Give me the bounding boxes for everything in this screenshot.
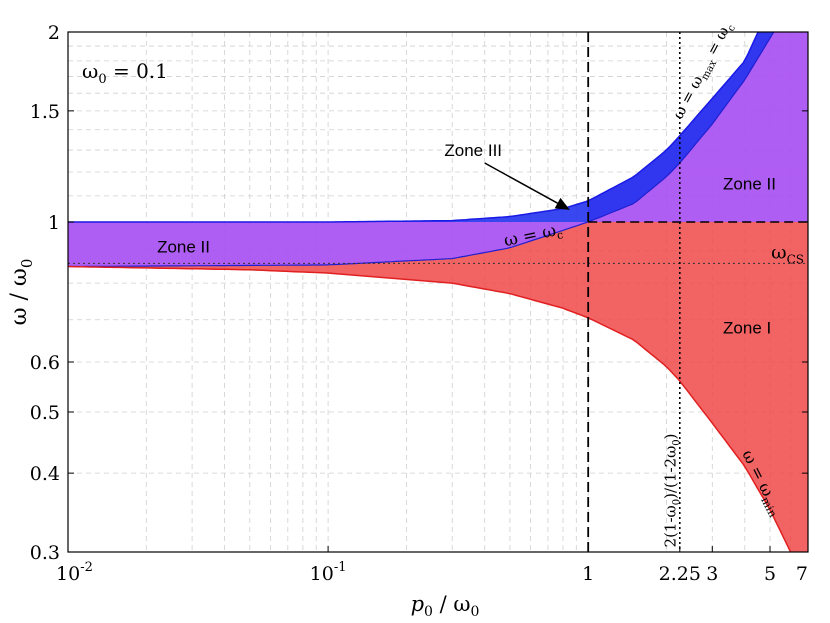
omega-max-curve — [68, 32, 759, 223]
x-tick-label: 10-1 — [310, 560, 347, 585]
zone-iii-arrowhead — [554, 197, 570, 210]
omega0-annotation: ω0 = 0.1 — [82, 59, 168, 87]
x-axis-label: p0 / ω0 — [411, 592, 480, 620]
omega-min-curve — [68, 265, 792, 552]
plot-frame — [67, 31, 809, 553]
x-tick-label: 2.25 — [659, 563, 701, 585]
y-tick-label: 0.4 — [30, 463, 60, 485]
x-tick-label: 7 — [796, 563, 808, 585]
y-axis-label: ω / ω0 — [7, 259, 36, 326]
zone-label-zone-i: Zone I — [723, 319, 771, 338]
x-tick-label: 1 — [582, 563, 594, 585]
x-tick-label: 3 — [706, 563, 718, 585]
x-tick-label: 10-2 — [56, 560, 93, 585]
y-tick-label: 0.3 — [30, 542, 60, 564]
zone-iii-arrow — [484, 162, 558, 204]
omega-c-curve — [68, 32, 775, 268]
x-axis-ticks: 10-2 10-1 1 2.25 3 5 7 — [56, 546, 809, 585]
y-tick-label: 0.6 — [30, 352, 60, 374]
zone-i-region — [68, 222, 808, 552]
y-axis-ticks: 2 1.5 1 0.6 0.5 0.4 0.3 — [30, 22, 808, 564]
omega-cs-label: ωCS — [771, 242, 804, 267]
y-tick-label: 1 — [48, 212, 60, 234]
y-tick-label: 1.5 — [30, 101, 60, 123]
zone-label-zone-ii-right: Zone II — [723, 175, 776, 194]
y-tick-label: 0.5 — [30, 402, 60, 424]
zone-label-zone-iii: Zone III — [444, 141, 502, 160]
x-tick-label: 5 — [764, 563, 776, 585]
zone-label-zone-ii-left: Zone II — [157, 237, 210, 256]
threshold-line-label: 2(1-ω0)/(1-2ω0) — [662, 433, 683, 547]
y-tick-label: 2 — [48, 22, 60, 44]
zone-ii-region-left — [68, 222, 589, 267]
